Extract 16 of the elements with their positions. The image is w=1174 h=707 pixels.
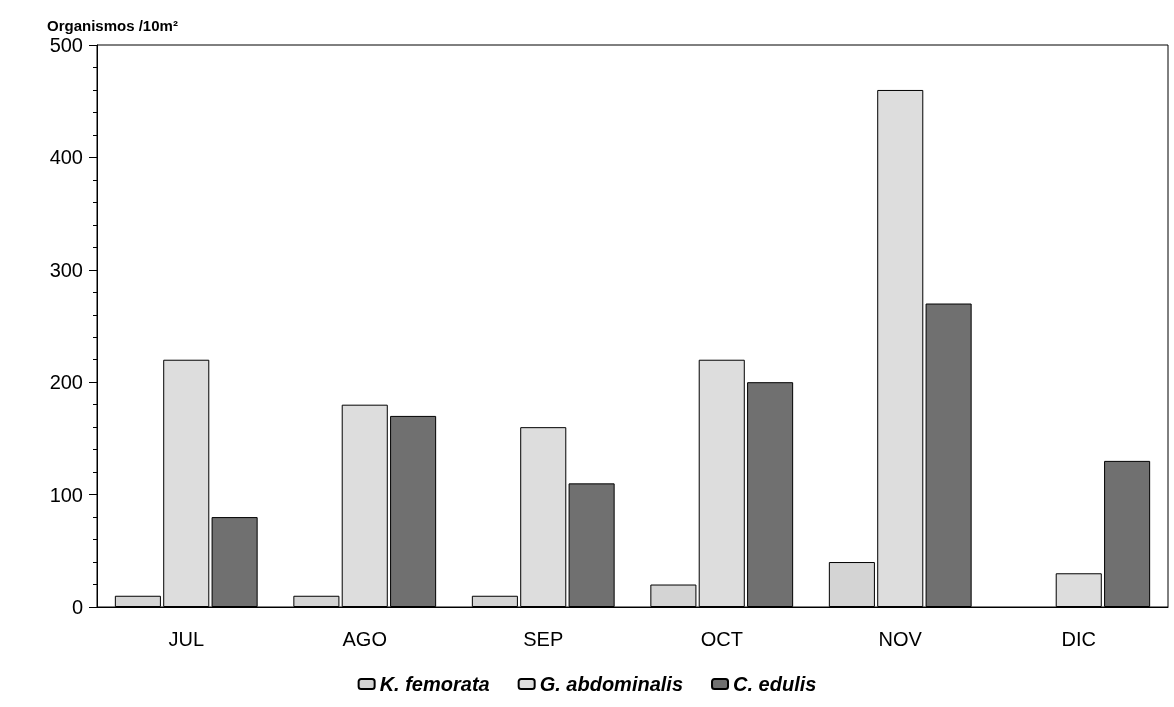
y-axis-title: Organismos /10m² [47, 17, 178, 34]
y-tick-label: 300 [49, 258, 83, 281]
y-tick-label: 400 [49, 146, 83, 169]
x-tick-label: NOV [878, 628, 923, 650]
legend-label: G. abdominalis [539, 673, 684, 695]
y-tick-label: 0 [71, 596, 83, 618]
y-tick-label: 100 [49, 483, 83, 506]
x-tick-label: OCT [700, 628, 743, 650]
legend-label: K. femorata [379, 673, 490, 695]
x-tick-label: SEP [523, 628, 564, 650]
y-tick-label: 500 [49, 34, 83, 56]
x-tick-label: DIC [1061, 628, 1096, 650]
legend-label: C. edulis [733, 673, 817, 695]
x-tick-label: JUL [168, 628, 205, 650]
x-tick-label: AGO [342, 628, 387, 650]
y-tick-label: 200 [49, 371, 83, 394]
